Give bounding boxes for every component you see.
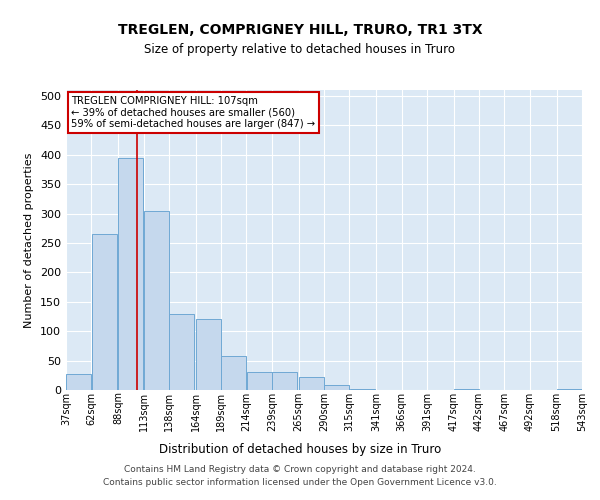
Text: Contains HM Land Registry data © Crown copyright and database right 2024.: Contains HM Land Registry data © Crown c…: [124, 466, 476, 474]
Bar: [144, 210, 169, 390]
Text: TREGLEN COMPRIGNEY HILL: 107sqm
← 39% of detached houses are smaller (560)
59% o: TREGLEN COMPRIGNEY HILL: 107sqm ← 39% of…: [71, 96, 315, 129]
Text: TREGLEN, COMPRIGNEY HILL, TRURO, TR1 3TX: TREGLEN, COMPRIGNEY HILL, TRURO, TR1 3TX: [118, 22, 482, 36]
Bar: [272, 372, 297, 390]
Bar: [557, 389, 582, 390]
Bar: [350, 389, 375, 390]
Bar: [92, 234, 117, 390]
Text: Size of property relative to detached houses in Truro: Size of property relative to detached ho…: [145, 42, 455, 56]
Bar: [66, 374, 91, 390]
Bar: [118, 158, 143, 390]
Bar: [221, 356, 246, 390]
Bar: [454, 389, 479, 390]
Text: Contains public sector information licensed under the Open Government Licence v3: Contains public sector information licen…: [103, 478, 497, 487]
Bar: [247, 372, 272, 390]
Y-axis label: Number of detached properties: Number of detached properties: [25, 152, 34, 328]
Bar: [196, 320, 221, 390]
Bar: [324, 386, 349, 390]
Text: Distribution of detached houses by size in Truro: Distribution of detached houses by size …: [159, 442, 441, 456]
Bar: [299, 377, 324, 390]
Bar: [169, 314, 194, 390]
